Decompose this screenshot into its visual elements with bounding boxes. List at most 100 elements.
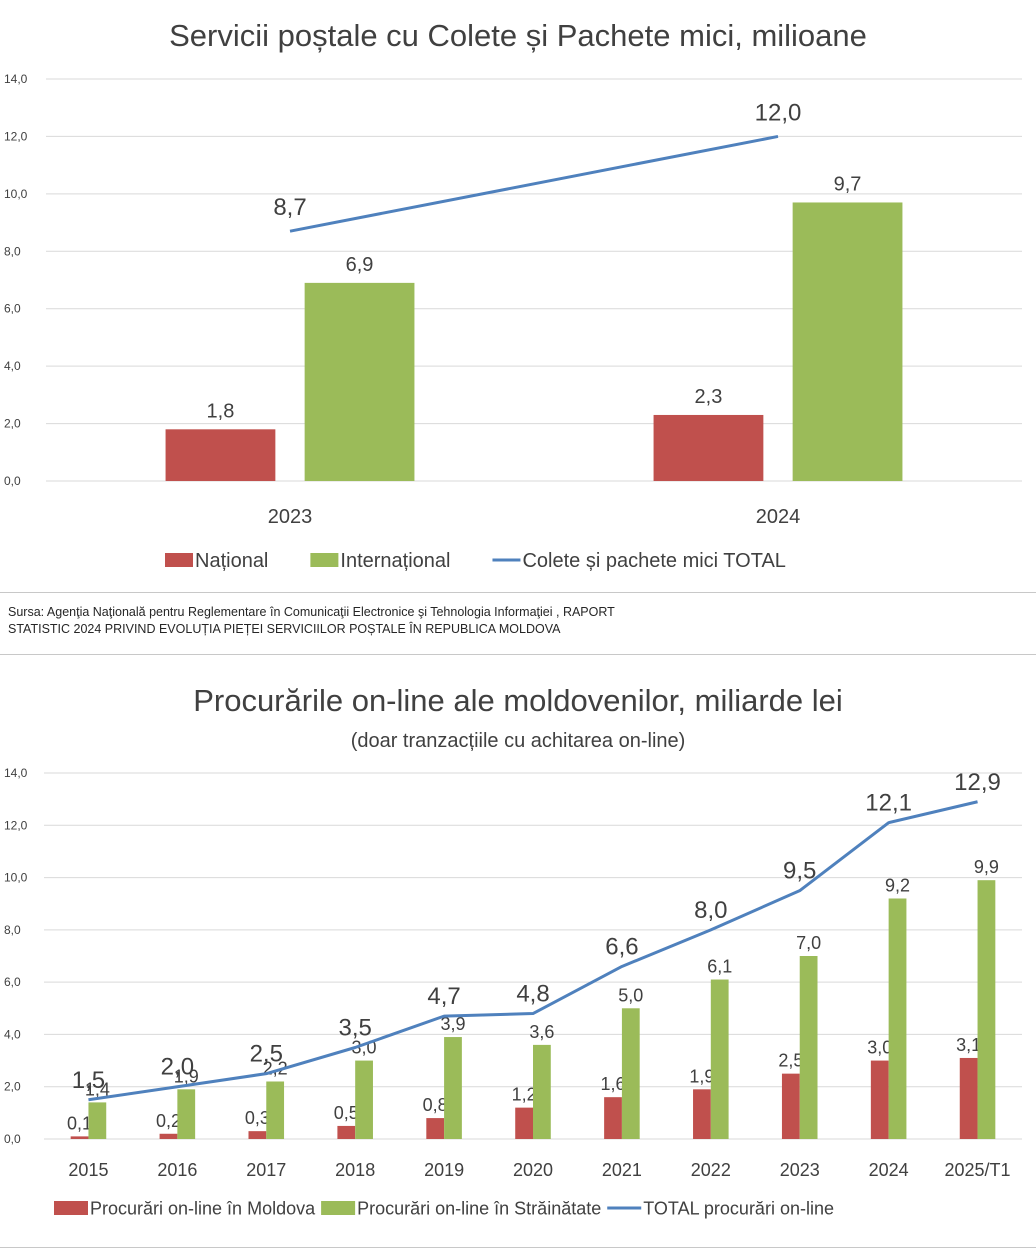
data-label: 3,0 (867, 1038, 892, 1058)
y-tick-label: 8,0 (4, 923, 21, 937)
data-label: 2,3 (695, 386, 723, 408)
data-label: 12,0 (755, 99, 802, 126)
bar (710, 979, 729, 1139)
chart-title: Procurările on-line ale moldovenilor, mi… (193, 683, 843, 718)
chart-procurari: Procurările on-line ale moldovenilor, mi… (0, 655, 1036, 1250)
data-label: 8,7 (273, 194, 306, 221)
data-label: 5,0 (618, 985, 643, 1005)
data-label: 8,0 (694, 897, 727, 924)
bar (653, 414, 764, 481)
chart-title: Servicii poștale cu Colete și Pachete mi… (169, 18, 867, 53)
bar (515, 1107, 533, 1139)
chart-colete: Servicii poștale cu Colete și Pachete mi… (0, 0, 1036, 590)
data-label: 9,7 (834, 173, 862, 195)
data-label: 12,1 (865, 790, 912, 817)
y-tick-label: 10,0 (4, 871, 28, 885)
data-label: 1,4 (85, 1079, 110, 1099)
bar (70, 1136, 89, 1139)
legend-swatch (321, 1201, 356, 1215)
y-tick-label: 14,0 (4, 72, 28, 86)
data-label: 3,5 (338, 1015, 371, 1042)
data-label: 0,8 (423, 1095, 448, 1115)
data-label: 1,6 (601, 1074, 626, 1094)
y-tick-label: 14,0 (4, 766, 28, 780)
data-label: 4,7 (427, 983, 460, 1010)
bar (355, 1060, 373, 1139)
bar (337, 1125, 356, 1139)
x-tick-label: 2025/T1 (945, 1160, 1011, 1180)
legend-swatch (165, 553, 193, 567)
source-line-1: Sursa: Agenţia Naţională pentru Reglemen… (8, 605, 615, 619)
bar (444, 1037, 462, 1139)
series-line (88, 800, 978, 1102)
data-label: 0,1 (67, 1113, 92, 1133)
data-label: 6,1 (707, 957, 732, 977)
bar (159, 1133, 178, 1139)
data-label: 3,9 (440, 1014, 465, 1034)
source-line-2: STATISTIC 2024 PRIVIND EVOLUȚIA PIEȚEI S… (8, 622, 561, 636)
data-label: 3,1 (956, 1035, 981, 1055)
data-label: 1,9 (174, 1066, 199, 1086)
chart-subtitle: (doar tranzacțiile cu achitarea on-line) (351, 730, 686, 752)
data-label: 9,2 (885, 875, 910, 895)
y-tick-label: 2,0 (4, 1080, 21, 1094)
data-label: 0,3 (245, 1108, 270, 1128)
legend-swatch (54, 1201, 88, 1215)
data-label: 1,2 (512, 1085, 537, 1105)
bar (604, 1097, 622, 1139)
bar (621, 1008, 640, 1139)
data-label: 2,5 (250, 1041, 283, 1068)
divider-bottom (0, 1247, 1036, 1248)
legend-label: Internațional (340, 550, 450, 572)
legend-label: Procurări on-line în Moldova (90, 1198, 316, 1218)
y-tick-label: 4,0 (4, 1027, 21, 1041)
bar (426, 1118, 445, 1139)
bar (304, 282, 415, 481)
bar (88, 1102, 107, 1139)
legend-label: Național (195, 550, 268, 572)
source-note: Sursa: Agenţia Naţională pentru Reglemen… (8, 604, 1028, 638)
x-tick-label: 2023 (268, 506, 313, 528)
bar (693, 1089, 711, 1139)
legend-label: Procurări on-line în Străinătate (357, 1198, 601, 1218)
x-tick-label: 2018 (335, 1160, 375, 1180)
bar (781, 1073, 800, 1139)
x-tick-label: 2021 (602, 1160, 642, 1180)
x-tick-label: 2017 (246, 1160, 286, 1180)
x-tick-label: 2016 (157, 1160, 197, 1180)
bar (177, 1089, 196, 1139)
bar (165, 429, 276, 481)
series-line (289, 134, 779, 233)
y-tick-label: 4,0 (4, 359, 21, 373)
data-label: 1,9 (689, 1066, 714, 1086)
data-label: 7,0 (796, 933, 821, 953)
legend-label: TOTAL procurări on-line (643, 1198, 834, 1218)
y-tick-label: 0,0 (4, 1132, 21, 1146)
data-label: 6,9 (346, 254, 374, 276)
chart-colete-svg: Servicii poștale cu Colete și Pachete mi… (4, 18, 1022, 572)
divider-middle (0, 654, 1036, 655)
data-label: 0,5 (334, 1103, 359, 1123)
data-label: 9,5 (783, 858, 816, 885)
bar (977, 880, 996, 1139)
chart-procurari-svg: Procurările on-line ale moldovenilor, mi… (4, 683, 1022, 1218)
bar (248, 1131, 267, 1139)
x-tick-label: 2024 (869, 1160, 909, 1180)
x-tick-label: 2024 (756, 506, 801, 528)
divider-top (0, 592, 1036, 593)
data-label: 2,0 (161, 1054, 194, 1081)
bar (266, 1081, 285, 1139)
y-tick-label: 0,0 (4, 474, 21, 488)
x-tick-label: 2020 (513, 1160, 553, 1180)
y-tick-label: 6,0 (4, 302, 21, 316)
bar (870, 1060, 889, 1139)
y-tick-label: 12,0 (4, 129, 28, 143)
bar (533, 1044, 551, 1139)
data-label: 4,8 (516, 981, 549, 1008)
x-tick-label: 2023 (780, 1160, 820, 1180)
x-tick-label: 2019 (424, 1160, 464, 1180)
data-label: 6,6 (605, 933, 638, 960)
legend-swatch (310, 553, 339, 567)
bar (799, 956, 818, 1139)
data-label: 12,9 (954, 769, 1001, 796)
